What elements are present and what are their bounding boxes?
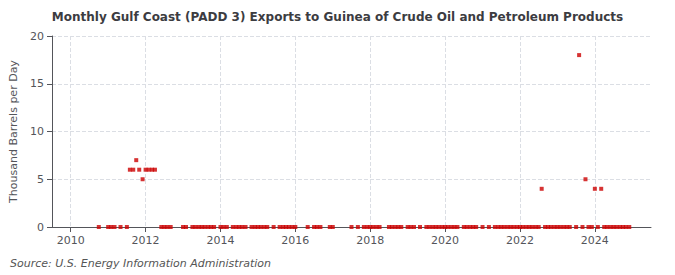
svg-text:Monthly Gulf Coast (PADD 3) Ex: Monthly Gulf Coast (PADD 3) Exports to G… (52, 10, 623, 24)
svg-text:2024: 2024 (581, 234, 609, 247)
svg-text:0: 0 (37, 221, 44, 234)
svg-text:Thousand Barrels per Day: Thousand Barrels per Day (7, 60, 20, 204)
svg-text:Source: U.S. Energy Informatio: Source: U.S. Energy Information Administ… (10, 257, 271, 270)
svg-text:5: 5 (37, 173, 44, 186)
svg-text:2016: 2016 (281, 234, 309, 247)
svg-text:20: 20 (30, 30, 44, 43)
svg-text:15: 15 (30, 77, 44, 90)
svg-text:2010: 2010 (57, 234, 85, 247)
svg-text:2022: 2022 (506, 234, 534, 247)
svg-text:2020: 2020 (431, 234, 459, 247)
svg-text:2012: 2012 (132, 234, 160, 247)
svg-text:2014: 2014 (206, 234, 234, 247)
svg-text:10: 10 (30, 125, 44, 138)
svg-text:2018: 2018 (356, 234, 384, 247)
